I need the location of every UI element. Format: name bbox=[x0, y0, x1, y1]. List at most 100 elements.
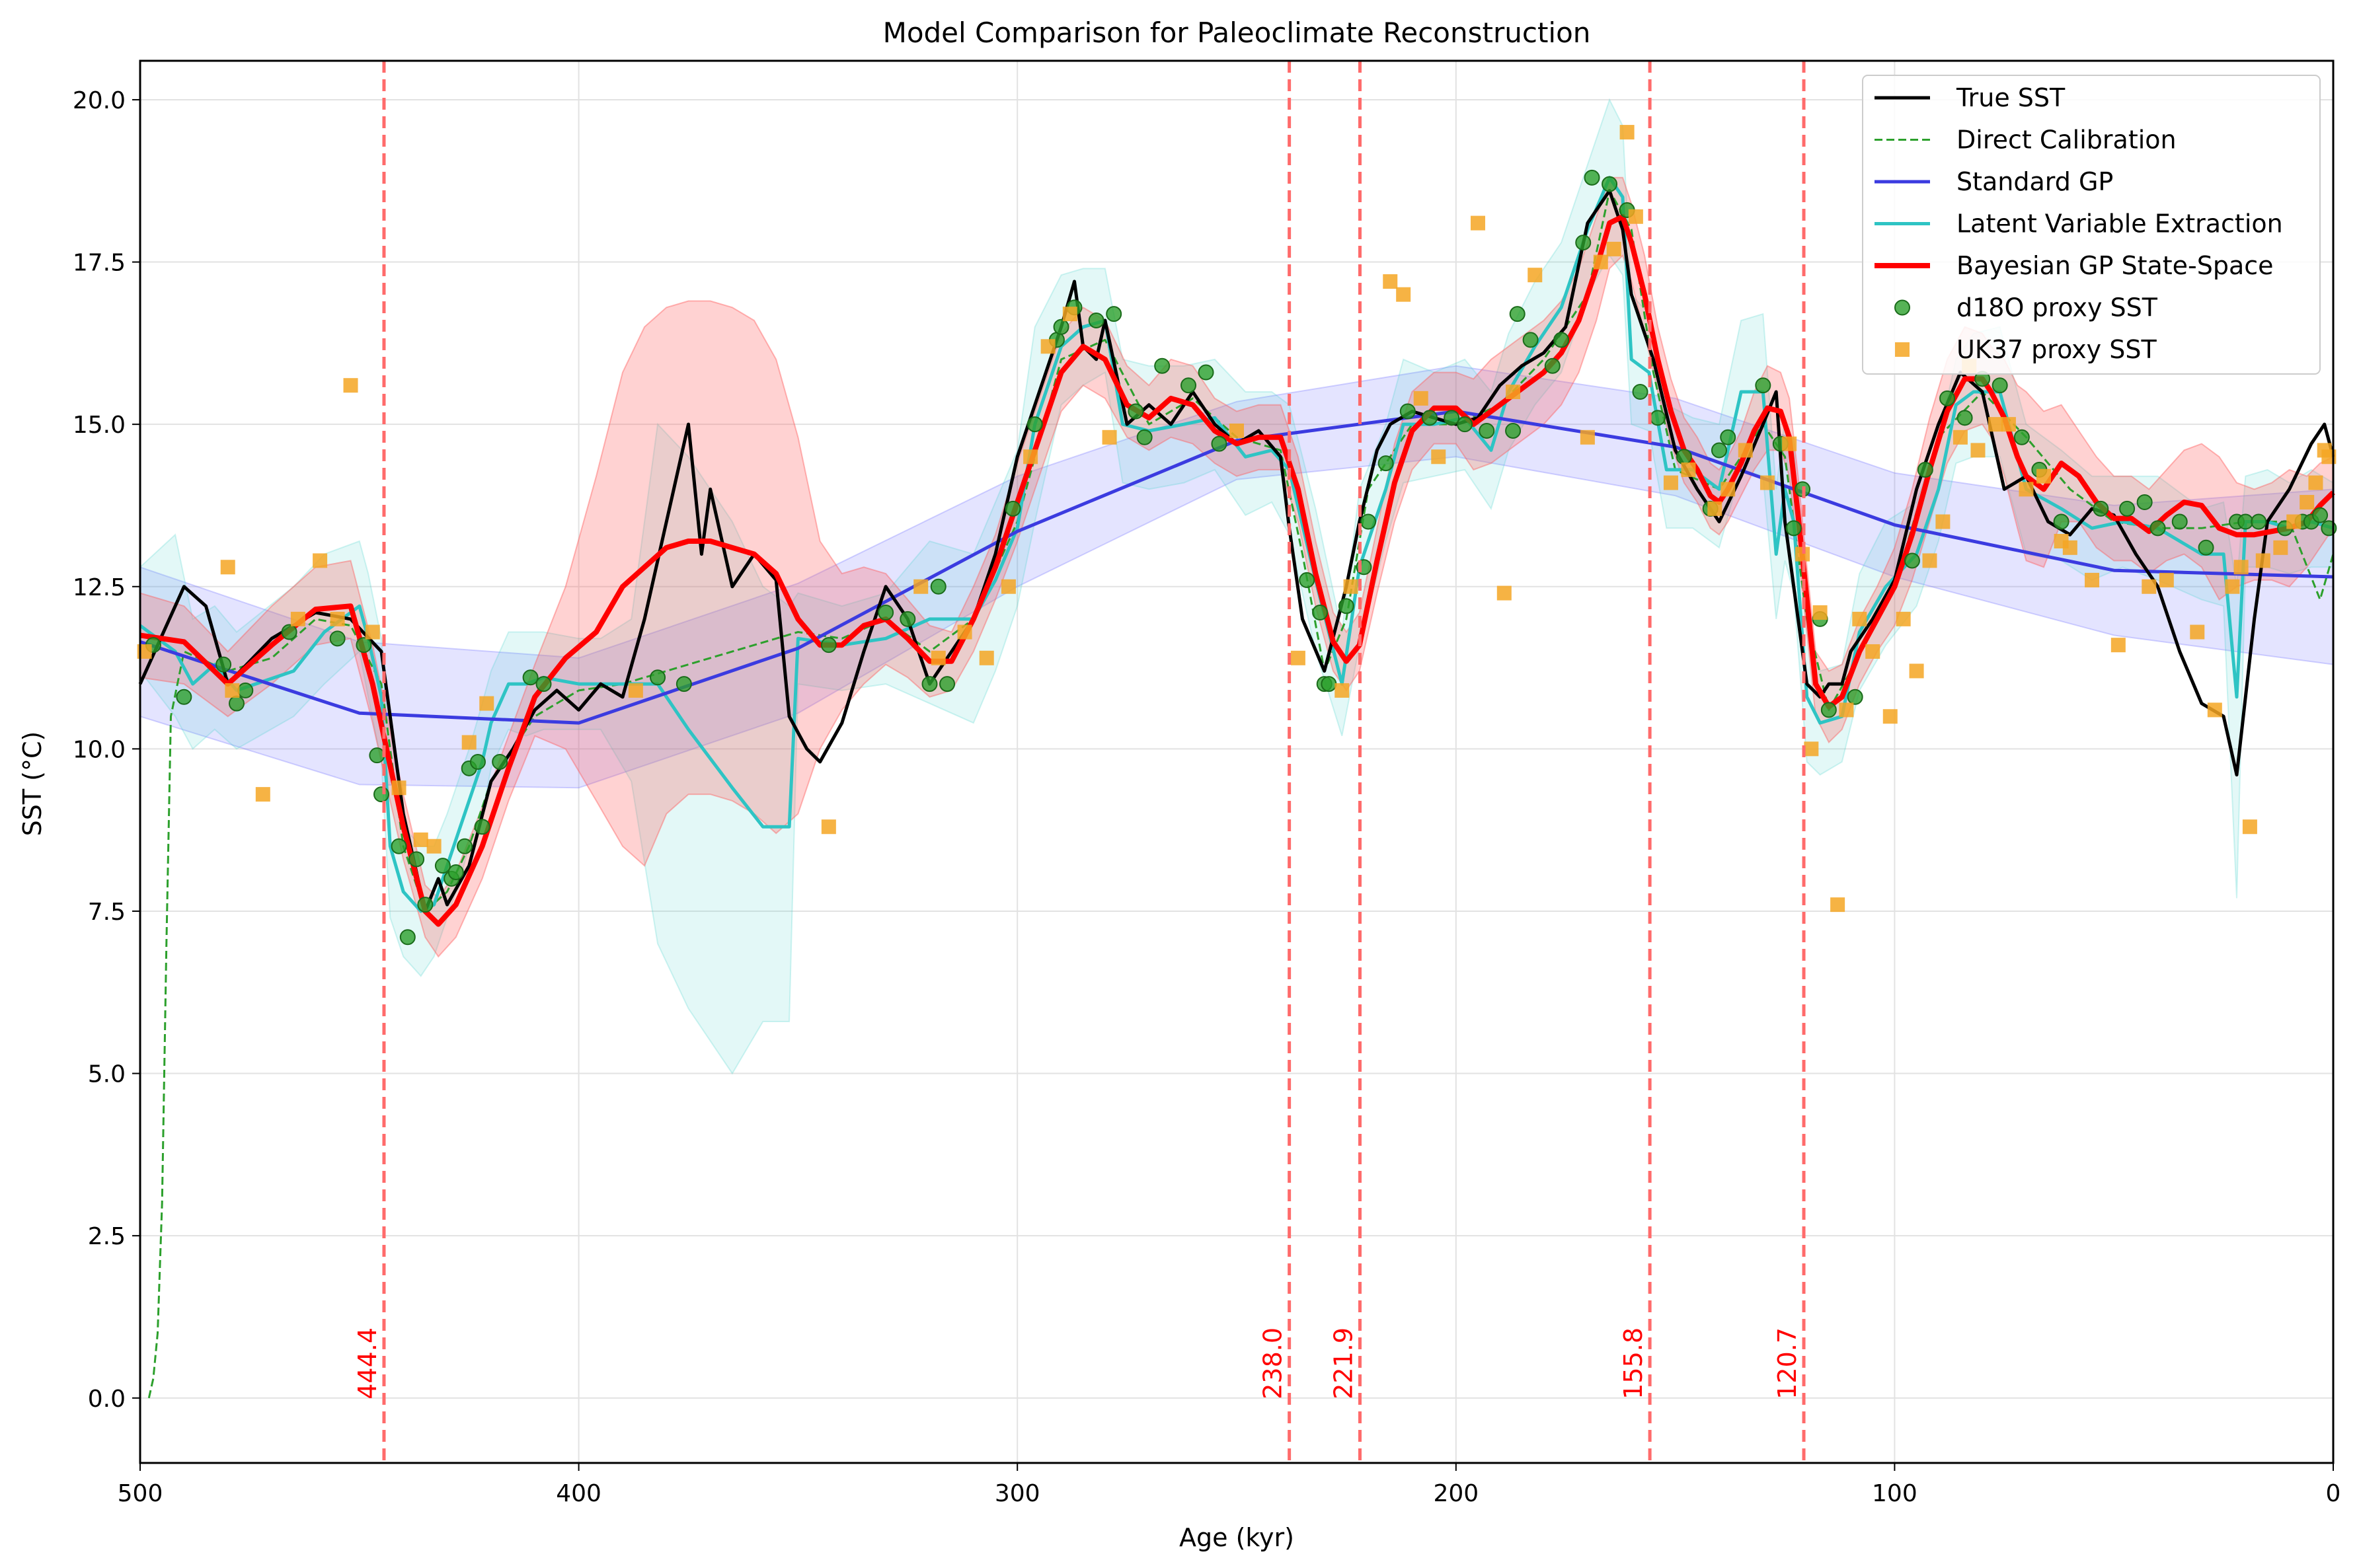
uk37-proxy-point bbox=[1830, 897, 1845, 913]
uk37-proxy-point bbox=[2308, 475, 2323, 490]
x-tick-label: 100 bbox=[1872, 1480, 1917, 1507]
plot-frame bbox=[139, 59, 2335, 1464]
uk37-proxy-point bbox=[1062, 307, 1077, 322]
uk37-proxy-point bbox=[1229, 423, 1244, 438]
uk37-proxy-point bbox=[426, 839, 442, 854]
legend-label: Bayesian GP State-Space bbox=[1956, 251, 2274, 280]
d18o-proxy-point bbox=[1917, 461, 1933, 478]
x-tick-label: 300 bbox=[995, 1480, 1040, 1507]
d18o-proxy-point bbox=[2312, 507, 2329, 523]
uk37-proxy-point bbox=[1496, 585, 1512, 601]
uk37-proxy-point bbox=[1882, 709, 1898, 724]
uk37-proxy-point bbox=[1896, 611, 1911, 626]
uk37-proxy-point bbox=[2159, 572, 2174, 587]
uk37-proxy-point bbox=[2207, 702, 2222, 718]
uk37-proxy-point bbox=[479, 696, 494, 711]
d18o-proxy-point bbox=[1211, 435, 1227, 452]
uk37-proxy-point bbox=[1431, 449, 1446, 465]
uk37-proxy-point bbox=[343, 378, 358, 393]
d18o-proxy-point bbox=[2093, 500, 2109, 517]
d18o-proxy-point bbox=[535, 676, 552, 692]
d18o-proxy-point bbox=[1299, 572, 1315, 588]
uk37-proxy-point bbox=[2019, 482, 2034, 497]
legend-swatch bbox=[1895, 342, 1910, 357]
d18o-proxy-point bbox=[1785, 520, 1802, 537]
legend: True SST Direct Calibration Standard GP Lat… bbox=[1862, 75, 2321, 375]
d18o-proxy-point bbox=[1956, 410, 1973, 426]
uk37-proxy-point bbox=[290, 611, 305, 626]
uk37-proxy-point bbox=[2273, 540, 2288, 555]
d18o-proxy-point bbox=[1136, 429, 1153, 445]
uk37-proxy-point bbox=[313, 553, 328, 568]
d18o-proxy-point bbox=[1847, 689, 1863, 705]
d18o-proxy-point bbox=[1820, 702, 1837, 718]
transition-label: 221.9 bbox=[1329, 1327, 1358, 1400]
uk37-proxy-point bbox=[2225, 579, 2240, 594]
transition-label: 444.4 bbox=[353, 1327, 382, 1400]
d18o-proxy-point bbox=[237, 682, 254, 698]
d18o-proxy-point bbox=[1939, 390, 1956, 406]
uk37-proxy-point bbox=[365, 624, 380, 640]
d18o-proxy-point bbox=[1711, 442, 1727, 459]
y-tick-label: 20.0 bbox=[73, 87, 126, 114]
d18o-proxy-point bbox=[1180, 377, 1197, 394]
uk37-proxy-point bbox=[1909, 663, 1924, 679]
uk37-proxy-point bbox=[1396, 287, 1411, 302]
uk37-proxy-point bbox=[1804, 741, 1819, 757]
legend-label: Standard GP bbox=[1956, 167, 2113, 196]
d18o-proxy-point bbox=[399, 929, 416, 946]
d18o-proxy-point bbox=[417, 897, 434, 913]
uk37-proxy-point bbox=[1383, 274, 1398, 289]
d18o-proxy-point bbox=[1154, 357, 1171, 374]
transition-label: 155.8 bbox=[1619, 1327, 1648, 1400]
d18o-proxy-point bbox=[1088, 312, 1104, 328]
d18o-proxy-point bbox=[1198, 364, 1214, 381]
uk37-proxy-point bbox=[1506, 385, 1521, 400]
legend-label: Latent Variable Extraction bbox=[1956, 209, 2283, 239]
d18o-proxy-point bbox=[215, 656, 232, 673]
y-axis-label: SST (°C) bbox=[18, 731, 47, 837]
d18o-proxy-point bbox=[2251, 513, 2267, 530]
y-tick-label: 17.5 bbox=[73, 250, 126, 277]
legend-label: UK37 proxy SST bbox=[1956, 335, 2157, 364]
d18o-proxy-point bbox=[356, 637, 372, 653]
d18o-proxy-point bbox=[1399, 403, 1416, 420]
uk37-proxy-point bbox=[1812, 605, 1828, 620]
uk37-proxy-point bbox=[2036, 468, 2052, 484]
d18o-proxy-point bbox=[1421, 410, 1438, 426]
uk37-proxy-point bbox=[2286, 514, 2301, 529]
uk37-proxy-point bbox=[1707, 501, 1722, 516]
d18o-proxy-point bbox=[1377, 455, 1394, 472]
d18o-proxy-point bbox=[1522, 332, 1539, 348]
uk37-proxy-point bbox=[2233, 560, 2249, 575]
d18o-proxy-point bbox=[820, 637, 837, 653]
d18o-proxy-point bbox=[676, 676, 692, 692]
uk37-proxy-point bbox=[931, 650, 946, 665]
uk37-proxy-point bbox=[979, 650, 994, 665]
uk37-proxy-point bbox=[1782, 436, 1797, 451]
uk37-proxy-point bbox=[391, 780, 406, 796]
uk37-proxy-point bbox=[461, 735, 477, 750]
legend-label: d18O proxy SST bbox=[1956, 293, 2158, 322]
uk37-proxy-point bbox=[1970, 443, 1986, 458]
uk37-proxy-point bbox=[2062, 540, 2077, 555]
transition-lines: 444.4 238.0 221.9 155.8 120.7 bbox=[353, 61, 1806, 1463]
uk37-proxy-point bbox=[1593, 254, 1608, 270]
y-tick-label: 0.0 bbox=[88, 1386, 126, 1413]
uk37-proxy-point bbox=[1619, 125, 1635, 140]
d18o-proxy-point bbox=[176, 689, 192, 705]
d18o-proxy-point bbox=[900, 611, 916, 627]
uk37-proxy-point bbox=[2085, 572, 2100, 587]
d18o-proxy-point bbox=[2171, 513, 2188, 530]
d18o-proxy-point bbox=[474, 819, 490, 835]
d18o-proxy-point bbox=[457, 838, 473, 854]
d18o-proxy-point bbox=[1553, 332, 1570, 348]
uk37-proxy-point bbox=[1953, 429, 1968, 445]
d18o-proxy-point bbox=[1312, 605, 1329, 621]
d18o-proxy-point bbox=[408, 851, 425, 868]
bayesian-gp-state-space-line bbox=[139, 213, 2335, 927]
uk37-proxy-point bbox=[1343, 579, 1358, 594]
uk37-proxy-point bbox=[913, 579, 929, 594]
uk37-proxy-point bbox=[1606, 241, 1621, 256]
